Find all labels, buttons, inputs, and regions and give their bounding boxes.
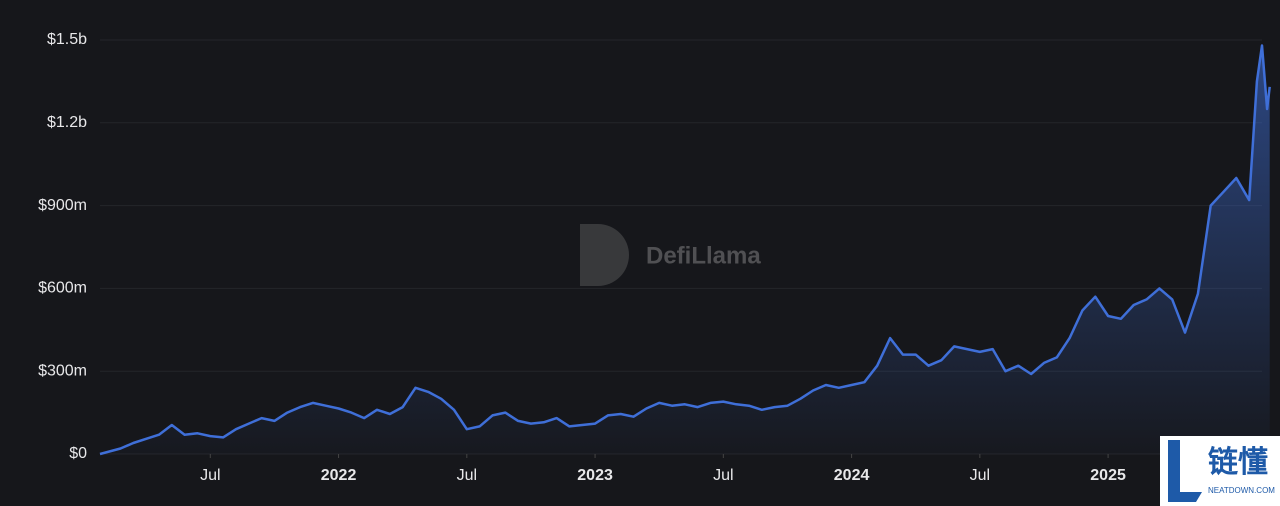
x-tick-label: Jul xyxy=(200,467,220,484)
x-tick-label: 2024 xyxy=(834,467,870,484)
watermark-logo xyxy=(580,224,629,286)
badge-logo xyxy=(1168,440,1202,502)
badge: 链懂 NEATDOWN.COM xyxy=(1160,436,1280,506)
watermark-group: DefiLlama xyxy=(580,224,761,286)
y-tick-label: $600m xyxy=(38,280,87,297)
badge-title: 链懂 xyxy=(1208,445,1268,479)
x-tick-label: Jul xyxy=(457,467,477,484)
y-tick-label: $900m xyxy=(38,197,87,214)
x-tick-label: Jul xyxy=(970,467,990,484)
y-tick-label: $0 xyxy=(69,445,87,462)
line xyxy=(99,44,1271,456)
badge-subtitle: NEATDOWN.COM xyxy=(1208,486,1275,495)
x-tick-label: Jul xyxy=(713,467,733,484)
x-tick-label: 2025 xyxy=(1090,467,1126,484)
y-tick-label: $1.5b xyxy=(47,31,87,48)
plot-area: $0 $300m $600m $900m $1.2b $1.5b Jul 2022 Jul 202… xyxy=(38,31,1271,484)
x-tick-label: 2023 xyxy=(577,467,613,484)
y-tick-label: $1.2b xyxy=(47,114,87,131)
x-tick-label: 2022 xyxy=(321,467,357,484)
y-tick-label: $300m xyxy=(38,362,87,379)
watermark: DefiLlama xyxy=(646,242,761,269)
